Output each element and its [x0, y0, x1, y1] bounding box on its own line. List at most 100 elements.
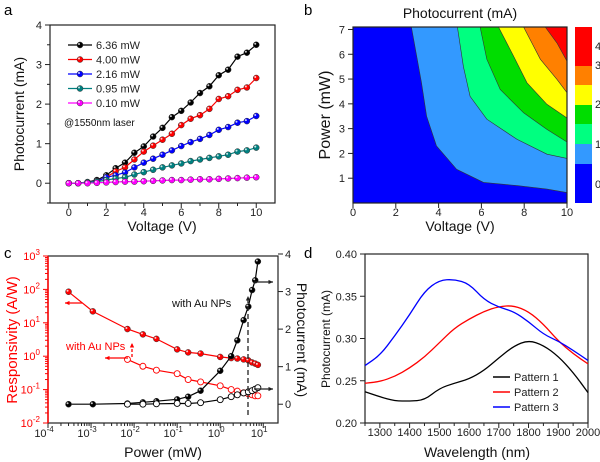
d-xtick-label: 1900 — [546, 427, 570, 439]
colorbar-band-2 — [575, 124, 592, 144]
c-point — [89, 308, 97, 315]
c-point — [65, 288, 72, 296]
a-point-highlight — [169, 115, 172, 118]
a-point — [93, 179, 101, 187]
a-ytick-label: 0 — [36, 178, 42, 190]
colorbar-label: 2 — [595, 99, 600, 111]
a-point — [159, 151, 166, 158]
c-point-highlight — [66, 289, 69, 292]
b-ytick-label: 7 — [339, 24, 345, 36]
a-point — [149, 142, 157, 149]
a-point-highlight — [198, 177, 200, 180]
a-point — [168, 147, 176, 154]
a-point-highlight — [113, 180, 116, 183]
a-point-highlight — [94, 180, 97, 183]
c-ytick-label-left: 100 — [23, 348, 40, 363]
panel-label-c: c — [4, 245, 12, 262]
colorbar-band-6 — [575, 27, 592, 66]
c-point-highlight — [66, 402, 69, 405]
b-ytick-label: 3 — [339, 124, 345, 136]
a-point — [196, 176, 204, 183]
a-legend-marker-highlight — [78, 72, 80, 74]
a-point — [131, 178, 138, 185]
a-point — [149, 155, 157, 162]
c-point — [184, 376, 192, 383]
a-point — [149, 166, 157, 174]
a-point — [196, 156, 204, 163]
a-point-highlight — [132, 165, 135, 168]
c-point-highlight — [140, 332, 143, 335]
a-xtick-label: 6 — [178, 207, 184, 219]
a-point — [74, 179, 82, 187]
colorbar-band-4 — [575, 85, 592, 105]
a-point-highlight — [254, 145, 257, 148]
a-point — [215, 126, 222, 134]
a-point-highlight — [179, 123, 182, 126]
c-point — [248, 286, 256, 294]
b-ytick-label: 2 — [339, 148, 345, 160]
a-point — [243, 117, 251, 125]
a-point — [131, 164, 138, 171]
a-point-highlight — [188, 116, 191, 119]
colorbar-band-0 — [575, 164, 592, 203]
c-point — [184, 393, 192, 400]
colorbar-label: 4 — [595, 41, 600, 53]
c-ytick-label-right: 1 — [285, 362, 291, 374]
c-point-highlight — [186, 394, 189, 397]
d-xtick-label: 1800 — [516, 427, 540, 439]
b-contour-line-0.5 — [411, 26, 568, 193]
a-xtick-label: 4 — [141, 207, 147, 219]
c-axes-frame — [47, 255, 279, 424]
a-point-highlight — [151, 167, 154, 170]
a-point-highlight — [188, 177, 191, 180]
c-point-highlight — [253, 278, 256, 281]
a-point — [131, 171, 138, 178]
a-point-highlight — [216, 127, 219, 130]
b-ytick-label: 4 — [339, 99, 345, 111]
d-ytick-label: 0.40 — [336, 249, 357, 261]
c-point-highlight — [241, 318, 244, 321]
a-point-highlight — [141, 170, 144, 173]
a-point-highlight — [198, 91, 200, 94]
c-point-highlight — [255, 362, 258, 365]
a-point-highlight — [104, 175, 107, 178]
a-point-highlight — [235, 176, 238, 179]
a-xtick-label: 0 — [66, 207, 72, 219]
a-point-highlight — [141, 144, 144, 147]
c-arrow-left-red-head — [65, 300, 70, 306]
c-point-highlight — [154, 336, 157, 339]
a-point — [253, 112, 260, 120]
c-point — [234, 355, 241, 362]
c-point — [216, 367, 224, 375]
c-xtick-label: 101 — [251, 425, 268, 440]
c-arrow-right-black-2-head — [268, 386, 273, 392]
a-point — [196, 89, 204, 97]
c-annotation-black: with Au NPs — [171, 298, 232, 310]
a-point — [131, 156, 138, 163]
c-point — [139, 362, 147, 370]
a-point-highlight — [207, 155, 210, 158]
a-point — [187, 99, 194, 106]
a-point — [206, 176, 213, 183]
c-point — [173, 400, 181, 407]
a-point-highlight — [160, 137, 163, 140]
a-legend-marker-highlight — [78, 43, 80, 45]
a-point — [178, 121, 185, 129]
b-xtick-label: 4 — [436, 207, 442, 219]
c-point — [216, 382, 224, 390]
c-series-line-2 — [68, 261, 259, 405]
b-contour-band-5 — [523, 27, 567, 93]
c-point-highlight — [250, 360, 253, 363]
c-point — [197, 399, 205, 407]
a-point-highlight — [254, 175, 257, 178]
colorbar-band-3 — [575, 105, 592, 124]
d-ytick-label: 0.35 — [336, 291, 357, 303]
a-point — [206, 131, 213, 139]
a-point-highlight — [216, 73, 219, 76]
d-ylabel: Photocurrent (mA) — [319, 290, 333, 388]
a-point — [140, 159, 147, 166]
c-point — [123, 355, 131, 363]
a-point-highlight — [123, 160, 125, 163]
colorbar-label: 3 — [595, 60, 600, 72]
